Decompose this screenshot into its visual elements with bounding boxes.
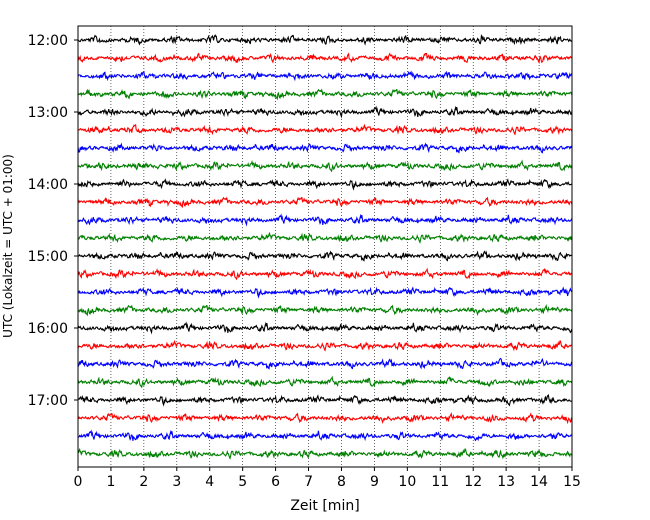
seismic-trace xyxy=(77,52,573,64)
plot-background xyxy=(78,26,572,467)
seismic-trace xyxy=(77,70,573,82)
y-tick-label: 13:00 xyxy=(28,105,68,121)
seismic-trace xyxy=(77,394,573,407)
x-tick-label: 3 xyxy=(172,474,181,490)
seismic-trace xyxy=(77,213,573,227)
seismic-trace xyxy=(77,250,573,262)
seismic-trace xyxy=(77,447,573,460)
x-tick-label: 4 xyxy=(205,474,214,490)
x-tick-label: 7 xyxy=(304,474,313,490)
seismic-trace xyxy=(77,178,573,191)
x-tick-label: 11 xyxy=(431,474,449,490)
y-axis-label: UTC (Lokalzeit = UTC + 01:00) xyxy=(1,154,15,338)
y-tick-label: 17:00 xyxy=(28,393,68,409)
seismic-trace xyxy=(77,159,573,173)
seismic-trace xyxy=(77,142,573,154)
y-tick-label: 14:00 xyxy=(28,177,68,193)
seismic-trace xyxy=(77,267,573,281)
y-tick-label: 12:00 xyxy=(28,33,68,49)
seismic-trace xyxy=(77,357,573,370)
seismic-trace xyxy=(77,411,573,425)
x-tick-label: 8 xyxy=(337,474,346,490)
x-axis-label: Zeit [min] xyxy=(290,498,359,514)
trace-layer xyxy=(77,34,573,460)
seismic-trace xyxy=(77,339,573,352)
x-tick-label: 0 xyxy=(74,474,83,490)
x-tick-label: 9 xyxy=(370,474,379,490)
x-tick-label: 10 xyxy=(398,474,416,490)
seismic-trace xyxy=(77,196,573,209)
x-axis: 0 1 2 3 4 5 6 7 8 9 10 11 12 13 14 15 xyxy=(74,467,581,490)
x-tick-label: 12 xyxy=(464,474,482,490)
seismic-trace xyxy=(77,429,573,442)
x-tick-label: 13 xyxy=(497,474,515,490)
seismic-trace xyxy=(77,105,573,119)
x-tick-label: 2 xyxy=(139,474,148,490)
y-axis: 12:00 13:00 14:00 15:00 16:00 17:00 xyxy=(28,33,78,409)
x-tick-label: 1 xyxy=(106,474,115,490)
seismic-trace xyxy=(77,286,573,299)
x-tick-label: 6 xyxy=(271,474,280,490)
x-tick-label: 14 xyxy=(530,474,548,490)
seismic-trace xyxy=(77,375,573,389)
seismic-trace xyxy=(77,303,573,317)
seismic-trace xyxy=(77,231,573,244)
seismic-trace xyxy=(77,34,573,46)
seismic-trace xyxy=(77,321,573,335)
x-tick-label: 15 xyxy=(563,474,581,490)
y-tick-label: 15:00 xyxy=(28,249,68,265)
seismic-trace xyxy=(77,88,573,101)
seismic-trace xyxy=(77,123,573,136)
y-tick-label: 16:00 xyxy=(28,321,68,337)
x-tick-label: 5 xyxy=(238,474,247,490)
plot-frame xyxy=(77,25,573,468)
